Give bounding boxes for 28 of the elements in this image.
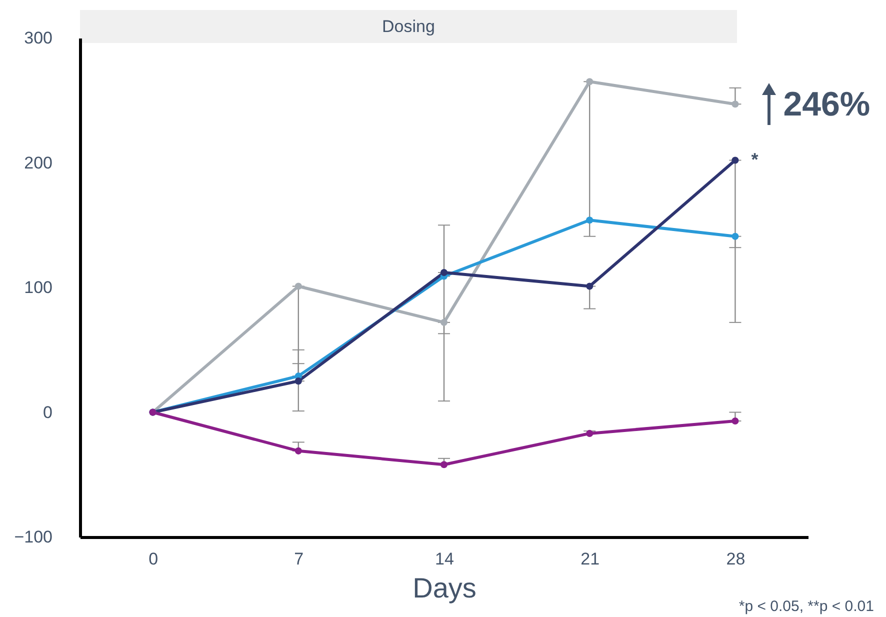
point bbox=[732, 100, 739, 108]
y-tick-label: 300 bbox=[24, 28, 52, 48]
point bbox=[586, 430, 594, 437]
x-tick-label: 28 bbox=[726, 550, 746, 568]
y-tick-label: 200 bbox=[24, 153, 52, 172]
text: *p < 0.05, **p < 0.01 bbox=[738, 598, 874, 615]
point bbox=[294, 282, 302, 290]
point bbox=[732, 417, 739, 425]
point bbox=[440, 461, 448, 468]
point bbox=[732, 232, 739, 240]
y-tick-label: 0 bbox=[43, 402, 52, 422]
annotation: * bbox=[751, 149, 758, 170]
x-tick-label: 7 bbox=[294, 550, 304, 568]
y-tick-label: −100 bbox=[14, 528, 52, 546]
point bbox=[294, 447, 302, 454]
y-tick-label: 100 bbox=[24, 278, 52, 297]
point bbox=[586, 216, 594, 224]
point bbox=[586, 282, 594, 290]
point bbox=[294, 378, 302, 385]
annotation: 246% bbox=[783, 85, 870, 124]
point bbox=[732, 156, 739, 164]
x-tick-label: 14 bbox=[435, 550, 454, 568]
point bbox=[440, 269, 448, 276]
x-tick-label: 0 bbox=[148, 550, 158, 568]
x-tick-label: 21 bbox=[580, 550, 600, 568]
point bbox=[440, 318, 448, 326]
point bbox=[586, 78, 594, 86]
x-axis-title: Days bbox=[412, 572, 476, 604]
